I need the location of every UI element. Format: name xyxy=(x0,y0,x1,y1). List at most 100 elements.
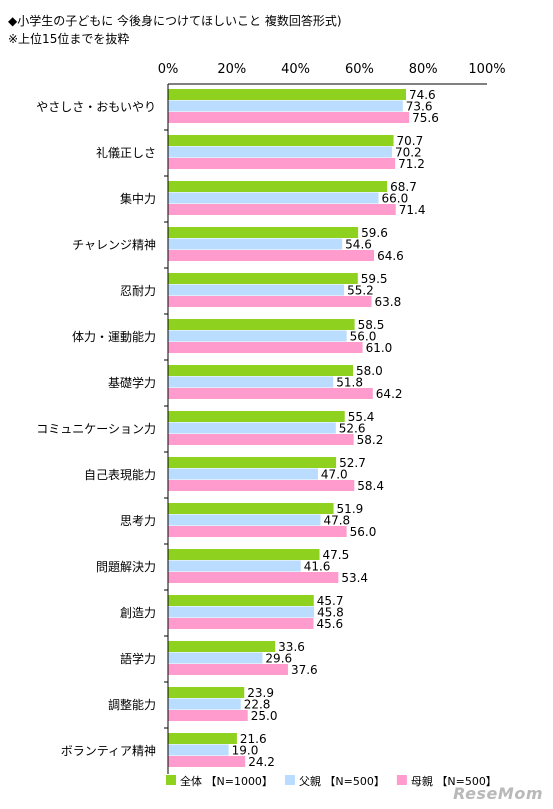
legend-swatch xyxy=(284,775,295,785)
bar xyxy=(168,434,354,445)
bar xyxy=(168,560,301,572)
bar xyxy=(168,192,379,204)
bar xyxy=(168,514,321,526)
category-label: 問題解決力 xyxy=(96,560,156,574)
chart-subtitle: ※上位15位までを抜粋 xyxy=(8,32,130,46)
bar xyxy=(168,698,241,710)
data-label: 63.8 xyxy=(375,295,402,309)
data-label: 33.6 xyxy=(278,640,305,654)
data-label: 58.2 xyxy=(357,433,384,447)
data-label: 25.0 xyxy=(251,709,278,723)
bar xyxy=(168,273,358,284)
category-label: 集中力 xyxy=(120,191,156,206)
data-label: 64.2 xyxy=(376,387,403,401)
chart-title: ◆小学生の子どもに 今後身につけてほしいこと 複数回答形式) xyxy=(8,14,342,28)
data-label: 61.0 xyxy=(366,341,393,355)
bar xyxy=(168,250,375,261)
data-label: 22.8 xyxy=(244,698,271,712)
legend-label: 母親 【N=500】 xyxy=(411,775,497,788)
bar xyxy=(168,526,347,537)
data-label: 47.8 xyxy=(323,514,350,528)
x-tick-label: 0% xyxy=(158,62,179,77)
data-label: 21.6 xyxy=(240,732,267,746)
category-label: 忍耐力 xyxy=(120,284,156,298)
bar xyxy=(168,641,276,652)
category-label: 語学力 xyxy=(120,651,156,666)
data-label: 24.2 xyxy=(248,755,275,769)
bar xyxy=(168,411,345,422)
bar xyxy=(168,652,263,664)
category-label: 創造力 xyxy=(120,606,156,620)
bar xyxy=(168,227,359,238)
bar xyxy=(168,135,394,146)
data-label: 58.4 xyxy=(357,479,384,493)
data-label: 74.6 xyxy=(409,88,436,102)
category-label: やさしさ・おもいやり xyxy=(36,100,156,114)
bar xyxy=(168,503,334,514)
bar xyxy=(168,158,396,169)
bar xyxy=(168,457,337,468)
category-label: 思考力 xyxy=(120,514,156,528)
bar xyxy=(168,422,336,434)
legend-swatch xyxy=(166,775,176,785)
data-label: 52.7 xyxy=(339,456,366,470)
data-label: 19.0 xyxy=(232,744,259,758)
data-label: 58.0 xyxy=(356,364,383,378)
data-label: 73.6 xyxy=(406,100,433,114)
bar xyxy=(168,284,345,296)
bar xyxy=(168,204,396,215)
bar xyxy=(168,296,372,307)
bar xyxy=(168,238,343,250)
data-label: 45.8 xyxy=(317,606,344,620)
bar xyxy=(168,342,363,353)
data-label: 37.6 xyxy=(291,663,318,677)
category-label: 基礎学力 xyxy=(108,375,156,390)
data-label: 23.9 xyxy=(247,686,274,700)
data-label: 70.7 xyxy=(397,134,424,148)
data-label: 56.0 xyxy=(350,330,377,344)
data-label: 55.2 xyxy=(347,284,374,298)
bar xyxy=(168,687,245,698)
bar xyxy=(168,733,237,744)
bar xyxy=(168,664,288,675)
bar xyxy=(168,319,355,330)
data-label: 53.4 xyxy=(341,571,368,585)
category-label: チャレンジ精神 xyxy=(72,238,156,252)
bar xyxy=(168,618,314,629)
x-tick-label: 20% xyxy=(217,62,246,77)
category-label: 礼儀正しさ xyxy=(96,145,156,160)
legend-swatch xyxy=(396,775,407,785)
bar xyxy=(168,376,334,388)
data-label: 45.7 xyxy=(317,594,344,608)
data-label: 58.5 xyxy=(358,318,385,332)
bar xyxy=(168,181,388,192)
bar xyxy=(168,388,373,399)
data-label: 70.2 xyxy=(395,146,422,160)
data-label: 47.0 xyxy=(321,468,348,482)
resemom-logo: ReseMom xyxy=(453,784,543,803)
bar xyxy=(168,606,315,618)
data-label: 51.8 xyxy=(336,376,363,390)
category-label: 体力・運動能力 xyxy=(72,330,156,344)
data-label: 51.9 xyxy=(337,502,364,516)
data-label: 55.4 xyxy=(348,410,375,424)
bar xyxy=(168,468,318,480)
category-label: コミュニケーション力 xyxy=(36,422,156,436)
bar xyxy=(168,710,248,721)
bar xyxy=(168,595,314,606)
bar xyxy=(168,112,410,123)
x-tick-label: 60% xyxy=(345,62,374,77)
bar xyxy=(168,330,347,342)
data-label: 59.5 xyxy=(361,272,388,286)
data-label: 68.7 xyxy=(390,180,417,194)
bar xyxy=(168,100,403,112)
x-tick-label: 100% xyxy=(468,62,505,77)
data-label: 29.6 xyxy=(265,652,292,666)
bar xyxy=(168,572,339,583)
data-label: 64.6 xyxy=(377,249,404,263)
data-label: 41.6 xyxy=(304,560,331,574)
data-label: 45.6 xyxy=(316,617,343,631)
data-label: 75.6 xyxy=(412,111,439,125)
category-label: 自己表現能力 xyxy=(84,468,156,482)
